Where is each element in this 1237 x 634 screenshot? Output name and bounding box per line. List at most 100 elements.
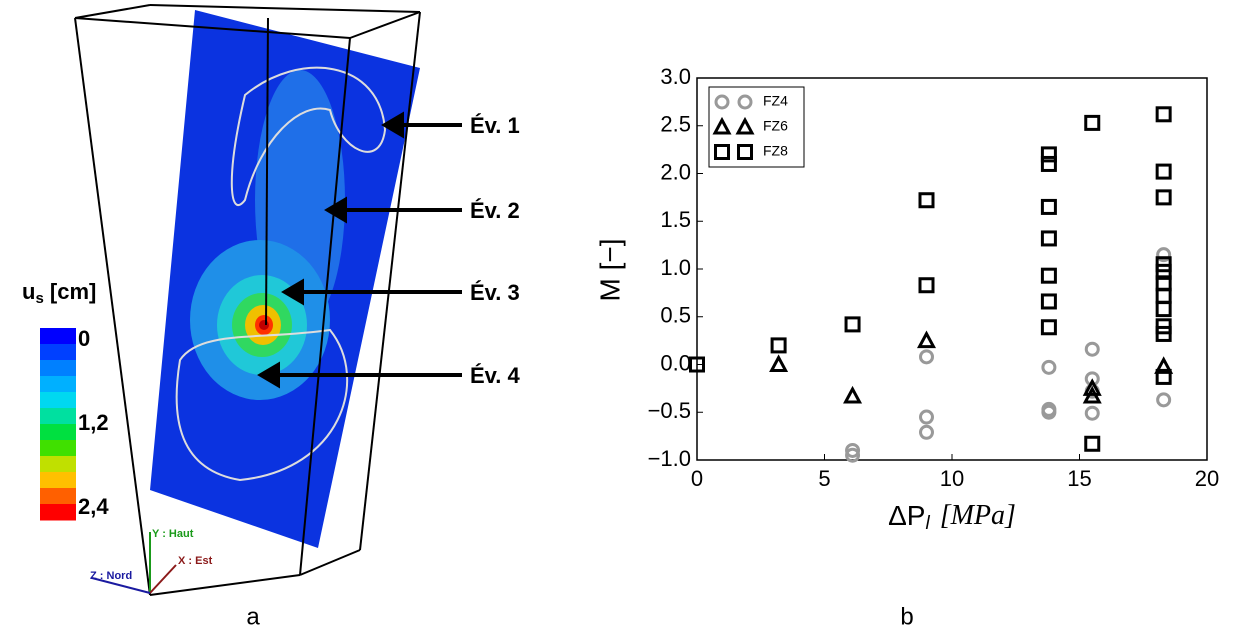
colorbar-swatch <box>40 472 76 489</box>
colorbar-label: 0 <box>78 326 90 351</box>
x-axis-label: ΔPl [MPa] <box>888 500 1016 534</box>
marker-circle <box>919 424 934 440</box>
event-label: Év. 2 <box>470 198 520 223</box>
colorbar-swatch <box>40 328 76 345</box>
colorbar-swatch <box>40 344 76 361</box>
marker-triangle <box>712 116 732 135</box>
y-axis-label: M [−] <box>594 238 625 301</box>
colorbar-swatch <box>40 440 76 457</box>
y-tick-label: 1.5 <box>660 207 691 232</box>
colorbar-title-sub: s <box>35 290 43 307</box>
marker-square <box>1040 319 1057 336</box>
colorbar-swatch <box>40 376 76 393</box>
axes-triad <box>91 532 177 594</box>
event-label: Év. 1 <box>470 113 520 138</box>
marker-square <box>770 337 787 354</box>
y-tick-label: 1.0 <box>660 255 691 280</box>
marker-square <box>714 144 730 160</box>
marker-circle <box>1041 404 1057 420</box>
colorbar-label: 1,2 <box>78 410 109 435</box>
y-tick-label: 2.5 <box>660 112 691 137</box>
y-tick-label: 3.0 <box>660 64 691 89</box>
well <box>265 17 269 326</box>
marker-square <box>1084 114 1101 131</box>
mesh <box>230 66 387 207</box>
x-label-sub: l <box>925 513 930 534</box>
event-label: Év. 4 <box>470 363 521 388</box>
axis-name: Z : Nord <box>90 570 132 582</box>
colorbar-swatch <box>40 488 76 505</box>
event-label: Év. 3 <box>470 280 520 305</box>
marker-circle <box>919 349 934 365</box>
marker-square <box>1155 325 1172 342</box>
axis-name: Y : Haut <box>152 528 194 540</box>
marker-circle <box>1041 359 1057 375</box>
legend-box <box>708 86 805 168</box>
marker-triangle <box>843 385 863 404</box>
colorbar-swatch <box>40 408 76 425</box>
marker-square <box>1155 163 1172 180</box>
colorbar-swatch <box>40 424 76 441</box>
marker-square <box>1155 189 1172 206</box>
legend-label: FZ6 <box>763 118 788 134</box>
marker-square <box>1155 263 1172 280</box>
marker-square <box>1155 301 1172 318</box>
marker-circle <box>1084 405 1100 421</box>
marker-circle <box>845 442 861 458</box>
colorbar-label: 2,4 <box>78 494 109 519</box>
panel-a-scene <box>74 4 462 596</box>
y-tick-label: −1.0 <box>648 446 691 471</box>
marker-triangle <box>1082 378 1102 396</box>
marker-square <box>1155 106 1172 123</box>
colorbar-swatch <box>40 392 76 409</box>
marker-circle <box>1156 392 1172 408</box>
marker-square <box>1040 155 1057 172</box>
panel-caption: b <box>900 603 913 630</box>
colorbar-swatch <box>40 360 76 377</box>
marker-triangle <box>1154 356 1174 374</box>
x-tick-label: 0 <box>691 466 703 491</box>
colorbar-title-main: u <box>22 279 35 304</box>
marker-circle <box>737 94 753 110</box>
colorbar-swatch <box>40 456 76 473</box>
box <box>74 4 421 596</box>
marker-triangle <box>1082 385 1102 404</box>
marker-triangle <box>769 354 789 372</box>
marker-square <box>844 316 861 333</box>
x-label-main: ΔP <box>888 500 925 531</box>
y-tick-label: 2.0 <box>660 159 691 184</box>
marker-square <box>689 356 705 373</box>
marker-square <box>918 192 935 209</box>
source <box>259 320 269 330</box>
x-tick-label: 15 <box>1067 466 1091 491</box>
x-tick-label: 5 <box>818 466 830 491</box>
marker-square <box>1040 146 1057 163</box>
marker-triangle <box>916 330 937 349</box>
marker-square <box>1040 230 1057 247</box>
arrows <box>257 111 462 389</box>
legend-label: FZ8 <box>763 143 788 159</box>
marker-circle <box>1156 247 1172 263</box>
x-label-unit: [MPa] <box>940 500 1016 531</box>
legend-label: FZ4 <box>763 93 788 109</box>
x-tick-label: 10 <box>940 466 964 491</box>
marker-square <box>1040 293 1057 310</box>
y-tick-label: 0.5 <box>660 303 691 328</box>
marker-circle <box>919 409 934 425</box>
y-tick-label: 0.0 <box>660 350 691 375</box>
y-tick-label: −0.5 <box>648 398 691 423</box>
mesh <box>175 328 349 482</box>
marker-square <box>1040 267 1057 284</box>
marker-square <box>1040 198 1057 215</box>
marker-square <box>1155 368 1172 385</box>
colorbar-title: us [cm] <box>22 279 96 307</box>
colorbar-swatch <box>40 504 76 521</box>
marker-square <box>1084 435 1101 452</box>
marker-circle <box>845 447 861 463</box>
x-tick-label: 20 <box>1195 466 1219 491</box>
marker-circle <box>1084 341 1100 357</box>
marker-square <box>918 277 935 294</box>
axis-name: X : Est <box>178 555 213 567</box>
colorbar-title-unit: [cm] <box>44 279 97 304</box>
